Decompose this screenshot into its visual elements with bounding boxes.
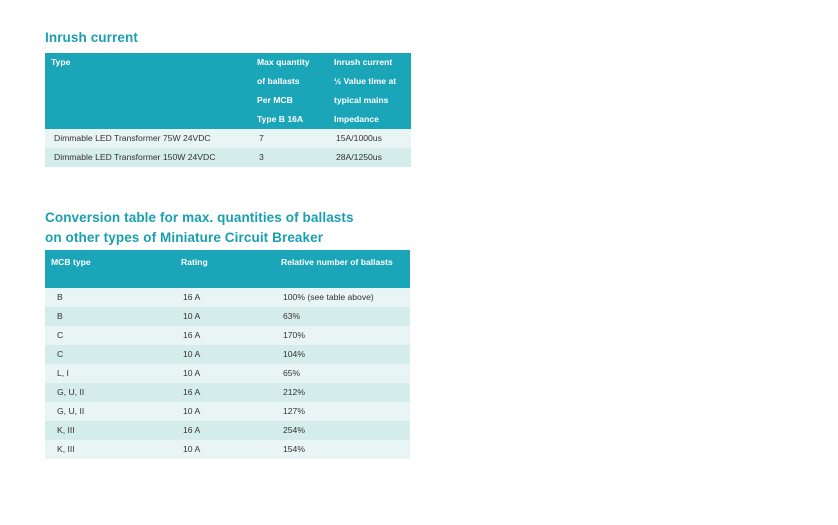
cell-relative-number: 63% — [275, 307, 410, 326]
table-row: K, III 16 A 254% — [45, 421, 410, 440]
header-line: Max quantity — [257, 57, 310, 67]
cell-relative-number: 212% — [275, 383, 410, 402]
cell-mcb-type: K, III — [45, 440, 175, 459]
header-line: Impedance — [334, 114, 379, 124]
cell-mcb-type: G, U, II — [45, 402, 175, 421]
table-row: C 16 A 170% — [45, 326, 410, 345]
header-line: Type — [51, 57, 71, 67]
cell-type: Dimmable LED Transformer 75W 24VDC — [45, 129, 251, 148]
cell-rating: 10 A — [175, 402, 275, 421]
cell-relative-number: 104% — [275, 345, 410, 364]
cell-rating: 16 A — [175, 288, 275, 307]
table-header-row: Type Max quantity of ballasts Per MCB Ty… — [45, 53, 411, 129]
cell-rating: 10 A — [175, 345, 275, 364]
header-max-quantity: Max quantity of ballasts Per MCB Type B … — [251, 53, 328, 129]
cell-mcb-type: G, U, II — [45, 383, 175, 402]
table-row: L, I 10 A 65% — [45, 364, 410, 383]
cell-rating: 10 A — [175, 440, 275, 459]
cell-rating: 16 A — [175, 326, 275, 345]
cell-mcb-type: L, I — [45, 364, 175, 383]
cell-rating: 16 A — [175, 421, 275, 440]
header-line: typical mains — [334, 95, 389, 105]
header-line: Inrush current — [334, 57, 393, 67]
conversion-table-title: Conversion table for max. quantities of … — [45, 208, 354, 248]
cell-mcb-type: B — [45, 307, 175, 326]
cell-mcb-type: C — [45, 326, 175, 345]
inrush-current-table: Type Max quantity of ballasts Per MCB Ty… — [45, 53, 411, 167]
table-row: C 10 A 104% — [45, 345, 410, 364]
cell-relative-number: 254% — [275, 421, 410, 440]
header-mcb-type: MCB type — [45, 250, 175, 288]
conversion-table: MCB type Rating Relative number of balla… — [45, 250, 410, 459]
header-inrush-current: Inrush current ½ Value time at typical m… — [328, 53, 411, 129]
header-relative-number: Relative number of ballasts — [275, 250, 410, 288]
header-rating: Rating — [175, 250, 275, 288]
cell-mcb-type: K, III — [45, 421, 175, 440]
header-line: Type B 16A — [257, 114, 304, 124]
title-line: on other types of Miniature Circuit Brea… — [45, 230, 324, 245]
cell-relative-number: 100% (see table above) — [275, 288, 410, 307]
cell-mcb-type: B — [45, 288, 175, 307]
header-line: of ballasts — [257, 76, 300, 86]
cell-relative-number: 170% — [275, 326, 410, 345]
inrush-current-title: Inrush current — [45, 30, 138, 45]
cell-max-quantity: 7 — [251, 129, 328, 148]
cell-relative-number: 127% — [275, 402, 410, 421]
table-row: G, U, II 10 A 127% — [45, 402, 410, 421]
table-header-row: MCB type Rating Relative number of balla… — [45, 250, 410, 288]
cell-max-quantity: 3 — [251, 148, 328, 167]
table-row: Dimmable LED Transformer 75W 24VDC 7 15A… — [45, 129, 411, 148]
cell-relative-number: 154% — [275, 440, 410, 459]
header-type: Type — [45, 53, 251, 129]
table-row: Dimmable LED Transformer 150W 24VDC 3 28… — [45, 148, 411, 167]
cell-type: Dimmable LED Transformer 150W 24VDC — [45, 148, 251, 167]
cell-inrush-current: 15A/1000us — [328, 129, 411, 148]
cell-rating: 10 A — [175, 307, 275, 326]
cell-inrush-current: 28A/1250us — [328, 148, 411, 167]
title-line: Conversion table for max. quantities of … — [45, 210, 354, 225]
table-row: B 16 A 100% (see table above) — [45, 288, 410, 307]
cell-mcb-type: C — [45, 345, 175, 364]
header-line: Per MCB — [257, 95, 293, 105]
cell-rating: 10 A — [175, 364, 275, 383]
header-line: ½ Value time at — [334, 76, 397, 86]
cell-rating: 16 A — [175, 383, 275, 402]
table-row: K, III 10 A 154% — [45, 440, 410, 459]
table-row: B 10 A 63% — [45, 307, 410, 326]
cell-relative-number: 65% — [275, 364, 410, 383]
table-row: G, U, II 16 A 212% — [45, 383, 410, 402]
